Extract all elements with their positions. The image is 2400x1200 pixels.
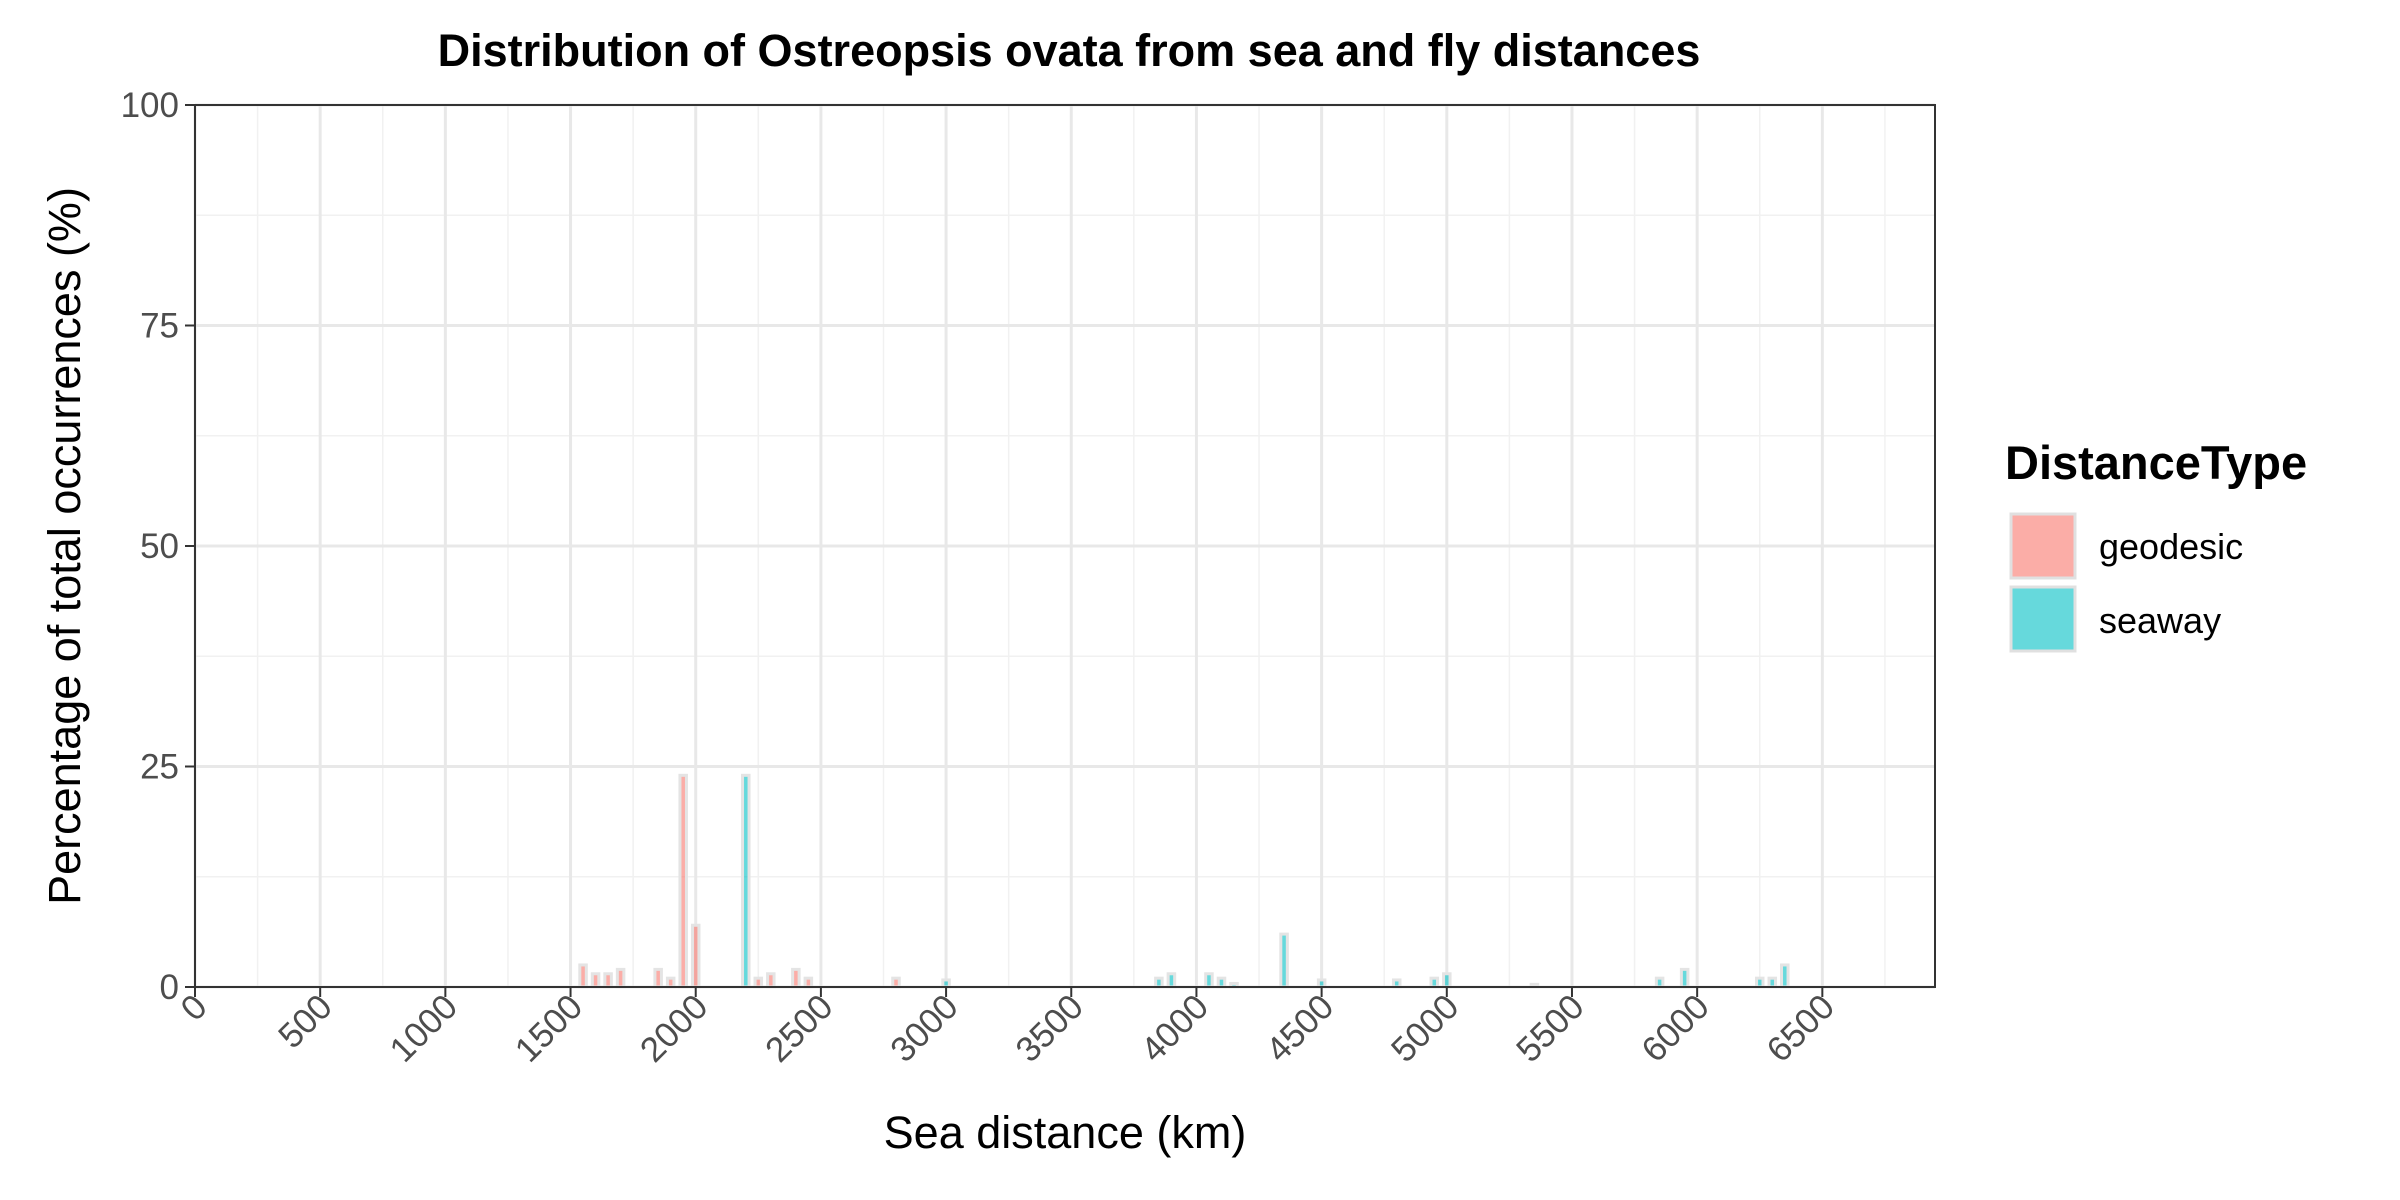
legend-title: DistanceType <box>2005 436 2307 489</box>
y-axis-title: Percentage of total occurrences (%) <box>39 187 90 905</box>
bar-seaway <box>1166 972 1177 989</box>
bar-seaway <box>741 773 751 989</box>
bar-geodesic <box>665 976 676 989</box>
grid <box>193 103 1935 989</box>
bar-seaway <box>1654 976 1665 989</box>
bar-seaway <box>1391 978 1402 989</box>
y-tick-label: 0 <box>160 968 179 1007</box>
bar-geodesic <box>803 976 814 989</box>
bar-seaway <box>1442 972 1452 989</box>
legend-label-seaway: seaway <box>2099 600 2221 641</box>
bar-seaway <box>1767 976 1778 989</box>
y-tick-label: 100 <box>121 86 179 125</box>
y-tick-label: 25 <box>140 748 179 787</box>
bar-seaway <box>1429 976 1440 989</box>
bar-geodesic <box>603 972 613 989</box>
bar-geodesic <box>891 976 901 989</box>
legend-swatch-geodesic <box>2009 512 2077 580</box>
y-tick-label: 75 <box>140 307 179 346</box>
bar-seaway <box>941 978 951 989</box>
bar-geodesic <box>578 963 588 989</box>
bar-geodesic <box>753 976 764 989</box>
bar-geodesic <box>678 773 688 989</box>
bar-geodesic <box>791 967 801 989</box>
legend-swatch-seaway <box>2009 585 2077 653</box>
bar-geodesic <box>590 972 601 989</box>
y-axis: 0 25 50 75 100 <box>121 86 195 1007</box>
chart-title: Distribution of Ostreopsis ovata from se… <box>438 25 1701 76</box>
bar-seaway <box>1679 967 1690 989</box>
bar-seaway <box>1279 932 1289 989</box>
bar-seaway <box>1204 972 1214 989</box>
bar-seaway <box>1754 976 1765 989</box>
legend-label-geodesic: geodesic <box>2099 526 2243 567</box>
bar-geodesic <box>690 923 701 989</box>
bar-geodesic <box>653 967 663 989</box>
bar-seaway <box>1780 963 1790 989</box>
bar-geodesic <box>615 967 626 989</box>
bar-geodesic <box>766 972 776 989</box>
y-tick-label: 50 <box>140 527 179 566</box>
x-axis-title: Sea distance (km) <box>884 1107 1247 1158</box>
bar-seaway <box>1216 976 1227 989</box>
legend: DistanceType geodesic seaway <box>2005 436 2307 653</box>
bar-seaway <box>1316 978 1327 989</box>
bar-seaway <box>1154 976 1164 989</box>
